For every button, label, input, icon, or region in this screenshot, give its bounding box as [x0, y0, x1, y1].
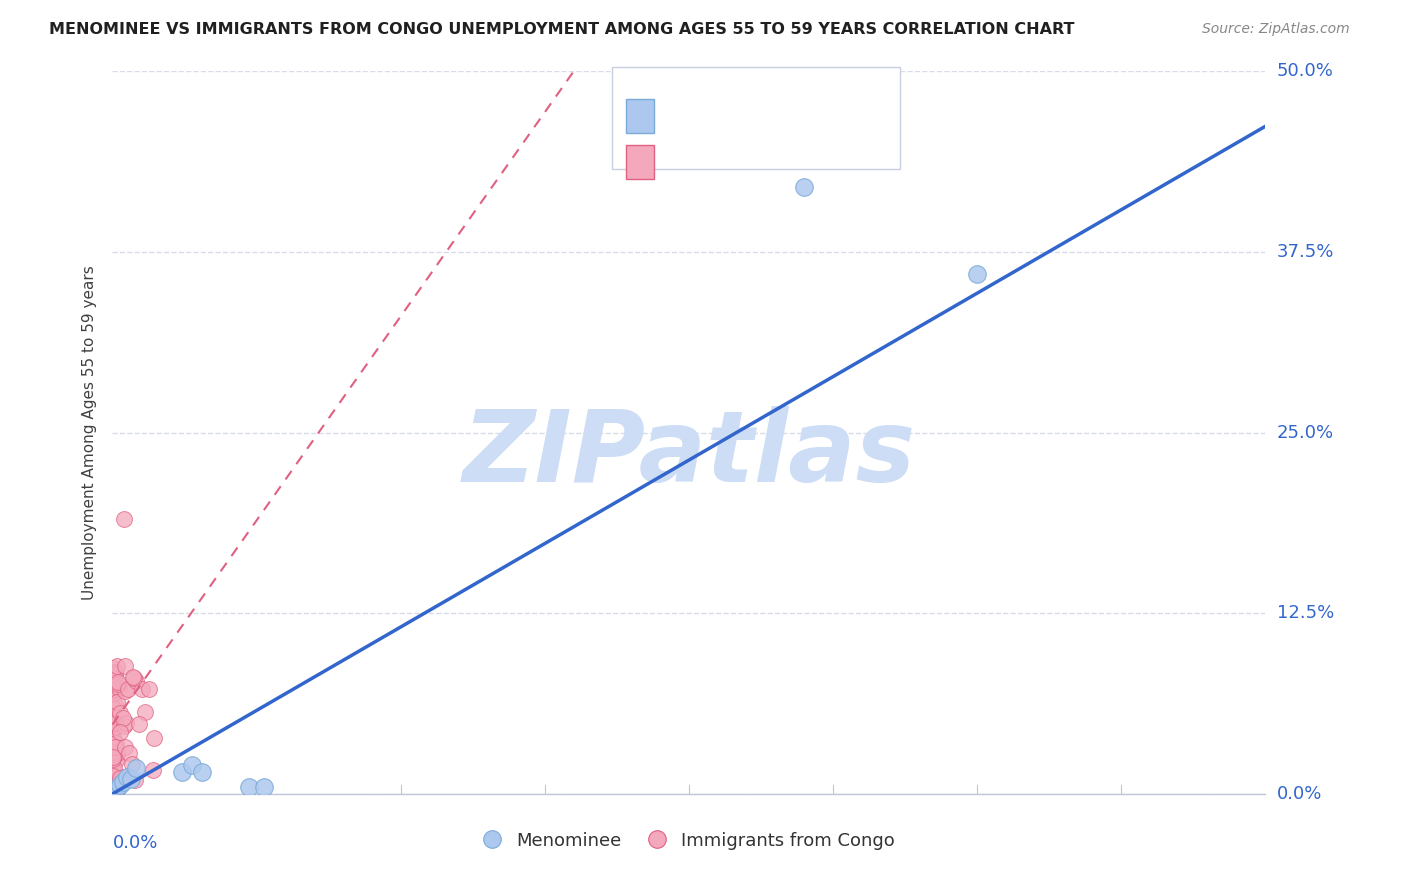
Text: Source: ZipAtlas.com: Source: ZipAtlas.com [1202, 22, 1350, 37]
Point [104, 667, 127, 681]
Point [122, 670, 145, 684]
Point [105, 777, 128, 791]
Point [108, 772, 131, 786]
Point [124, 761, 146, 775]
Point [105, 695, 128, 709]
Point [191, 765, 214, 780]
Point [142, 763, 165, 777]
Point [114, 739, 136, 754]
Point [120, 772, 142, 787]
Point [138, 681, 160, 696]
Point [101, 730, 124, 744]
Point [104, 698, 127, 712]
Point [117, 681, 139, 696]
Point [118, 746, 141, 760]
Text: R = 0.209   N = 65: R = 0.209 N = 65 [665, 153, 835, 171]
Point [121, 757, 143, 772]
Point [103, 768, 125, 782]
Point [103, 780, 125, 795]
Point [110, 706, 132, 720]
Point [115, 770, 138, 784]
Point [142, 731, 165, 746]
Point [253, 780, 276, 794]
Point [108, 725, 131, 739]
Point [238, 780, 260, 794]
Point [124, 772, 146, 787]
Y-axis label: Unemployment Among Ages 55 to 59 years: Unemployment Among Ages 55 to 59 years [82, 265, 97, 600]
Text: 37.5%: 37.5% [1277, 243, 1334, 261]
Point [103, 671, 125, 685]
Point [108, 681, 131, 696]
Point [128, 716, 150, 731]
Point [103, 761, 125, 775]
Point [105, 747, 128, 761]
Point [114, 715, 136, 730]
Point [104, 679, 127, 693]
Point [101, 750, 124, 764]
Point [104, 736, 127, 750]
Point [104, 716, 127, 731]
Point [112, 711, 135, 725]
Point [131, 682, 153, 697]
Point [103, 751, 125, 765]
Text: 0.0%: 0.0% [112, 834, 157, 852]
Point [103, 709, 125, 723]
Point [107, 677, 129, 691]
Point [107, 675, 129, 690]
Point [104, 753, 127, 767]
Point [105, 658, 128, 673]
Point [108, 778, 131, 792]
Point [107, 783, 129, 797]
Text: 12.5%: 12.5% [1277, 604, 1334, 623]
Point [104, 665, 127, 679]
Point [104, 774, 127, 789]
Point [104, 668, 127, 682]
Text: ZIPatlas: ZIPatlas [463, 406, 915, 503]
Point [101, 682, 124, 697]
Point [112, 719, 135, 733]
Point [125, 673, 148, 688]
Point [112, 770, 135, 784]
Point [105, 781, 128, 796]
Point [180, 758, 202, 772]
Point [793, 180, 815, 194]
Point [112, 512, 135, 526]
Point [134, 705, 156, 719]
Point [105, 747, 128, 762]
Point [103, 661, 125, 675]
Point [122, 671, 145, 685]
Point [101, 700, 124, 714]
Point [105, 719, 128, 733]
Legend: Menominee, Immigrants from Congo: Menominee, Immigrants from Congo [477, 823, 901, 857]
Point [111, 775, 134, 789]
Point [966, 267, 988, 281]
Point [114, 683, 136, 698]
Point [170, 765, 193, 780]
Point [103, 686, 125, 700]
Point [104, 740, 127, 755]
Point [103, 681, 125, 696]
Text: 50.0%: 50.0% [1277, 62, 1333, 80]
Text: 25.0%: 25.0% [1277, 424, 1334, 442]
Text: MENOMINEE VS IMMIGRANTS FROM CONGO UNEMPLOYMENT AMONG AGES 55 TO 59 YEARS CORREL: MENOMINEE VS IMMIGRANTS FROM CONGO UNEMP… [49, 22, 1074, 37]
Point [103, 715, 125, 730]
Text: R = 0.952   N = 14: R = 0.952 N = 14 [665, 107, 835, 125]
Point [101, 723, 124, 737]
Point [101, 775, 124, 789]
Point [105, 782, 128, 797]
Point [114, 658, 136, 673]
Point [103, 745, 125, 759]
Point [101, 771, 124, 785]
Text: 0.0%: 0.0% [1277, 785, 1322, 803]
Point [103, 763, 125, 777]
Point [101, 784, 124, 798]
